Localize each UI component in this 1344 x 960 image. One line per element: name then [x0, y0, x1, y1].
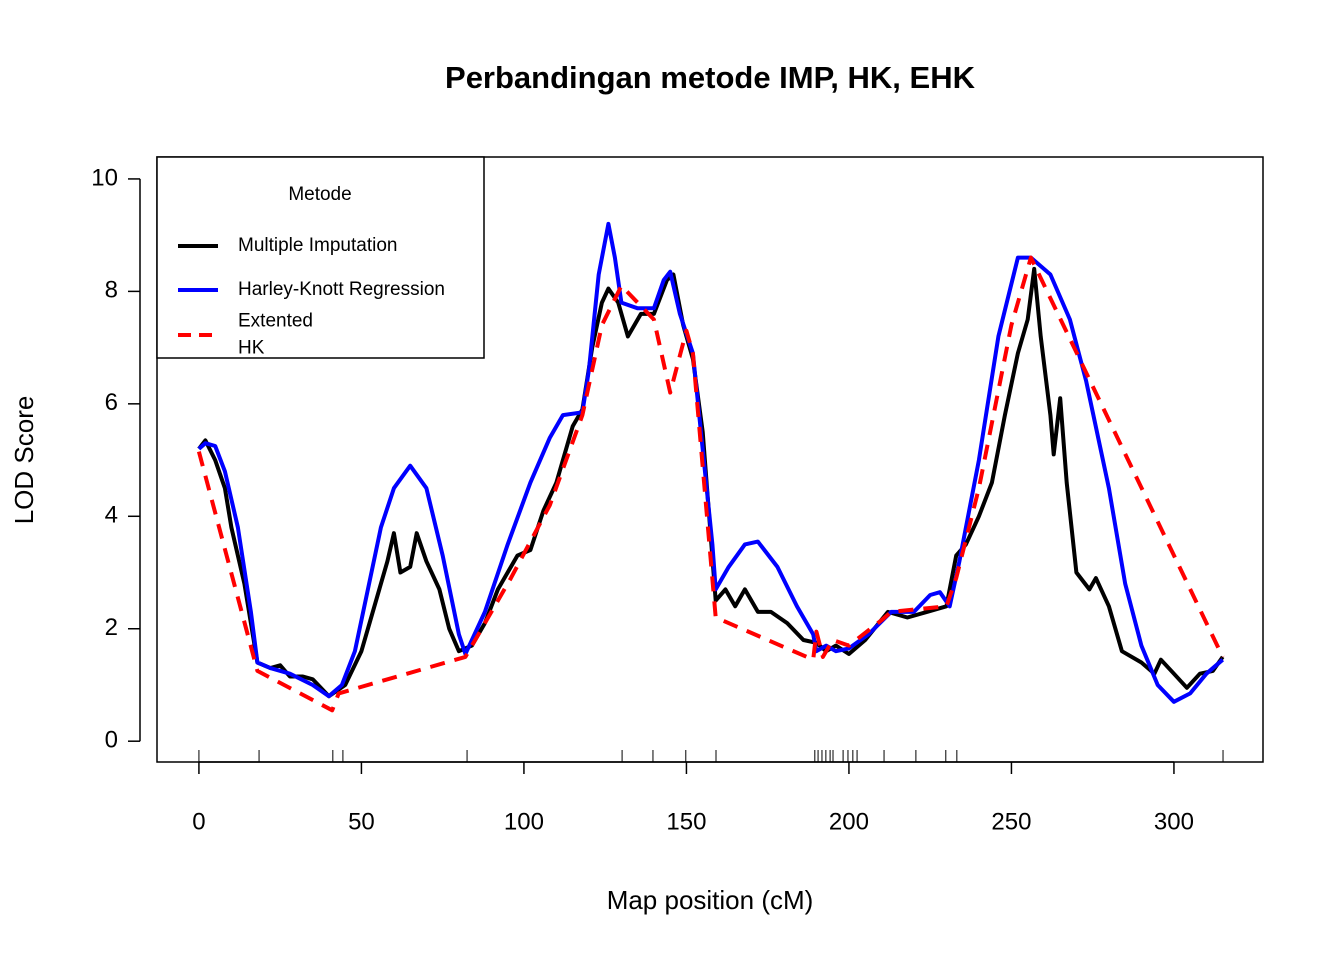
- series-line: [197, 221, 1225, 704]
- y-tick-label: 8: [105, 277, 118, 304]
- x-tick-label: 250: [991, 808, 1031, 835]
- series-line: [196, 255, 1225, 713]
- x-tick-label: 50: [348, 808, 375, 835]
- y-tick-label: 10: [91, 164, 118, 191]
- y-tick-label: 0: [105, 727, 118, 754]
- legend-label-line: HK: [238, 338, 265, 359]
- legend-label: Harley-Knott Regression: [238, 279, 445, 300]
- x-tick-label: 0: [192, 808, 205, 835]
- y-tick-label: 2: [105, 614, 118, 641]
- y-tick-label: 4: [105, 502, 118, 529]
- legend-box: [156, 156, 485, 359]
- legend-label-line: Extented: [238, 311, 313, 332]
- x-axis-label: Map position (cM): [607, 885, 814, 915]
- y-axis-label: LOD Score: [9, 396, 39, 525]
- x-tick-label: 150: [666, 808, 706, 835]
- legend-label: Extented HK: [238, 311, 313, 359]
- legend: Metode Multiple Imputation Harley-Knott Re…: [156, 156, 485, 359]
- legend-title: Metode: [288, 184, 351, 205]
- chart-title: Perbandingan metode IMP, HK, EHK: [445, 60, 976, 95]
- y-tick-label: 6: [105, 389, 118, 416]
- x-tick-label: 100: [504, 808, 544, 835]
- x-tick-label: 300: [1154, 808, 1194, 835]
- x-tick-label: 200: [829, 808, 869, 835]
- legend-label: Multiple Imputation: [238, 235, 397, 256]
